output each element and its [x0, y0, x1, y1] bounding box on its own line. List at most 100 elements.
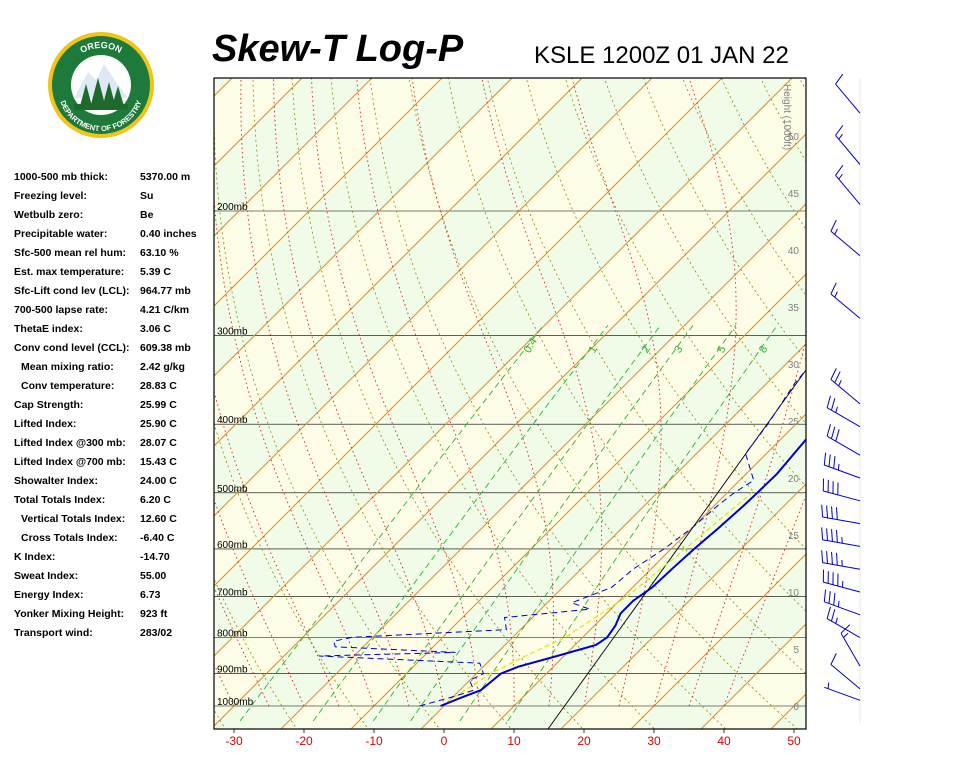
wind-barb-flag: [834, 371, 841, 383]
x-tick-label: 20: [577, 734, 591, 748]
wind-barb-shaft: [826, 618, 861, 639]
stat-value: -14.70: [140, 551, 170, 563]
isotherm-band: [821, 58, 960, 749]
stat-row: Energy Index: 6.73: [14, 586, 214, 605]
stat-value: 15.43 C: [140, 456, 177, 468]
wind-barb-shaft: [823, 581, 861, 593]
wind-barb-flag: [833, 592, 836, 606]
station-datetime: KSLE 1200Z 01 JAN 22: [534, 42, 789, 69]
stat-value: 609.38 mb: [140, 342, 191, 354]
stat-label: Conv cond level (CCL):: [14, 342, 130, 354]
dry-adiabat: [799, 78, 806, 91]
pressure-label: 700mb: [217, 587, 248, 598]
dry-adiabat: [447, 78, 806, 675]
stat-label: Energy Index:: [14, 589, 84, 601]
stat-label: Precipitable water:: [14, 228, 108, 240]
wind-barb-shaft: [822, 562, 861, 570]
wind-barb-half-flag: [835, 406, 838, 413]
dry-adiabat: [836, 73, 960, 739]
stat-value: 3.06 C: [140, 323, 171, 335]
wind-barb: [823, 452, 861, 479]
wind-barb-flag: [826, 528, 829, 541]
page-title: Skew-T Log-P: [212, 28, 464, 70]
stat-value: 2.42 g/kg: [140, 361, 185, 373]
stat-label: Conv temperature:: [21, 380, 115, 392]
stat-row: Showalter Index: 24.00 C: [14, 472, 214, 491]
stat-value: 63.10 %: [140, 247, 179, 259]
wind-barb-shaft: [830, 379, 861, 405]
wind-barb-half-flag: [834, 228, 838, 235]
stat-row: Lifted Index: 25.90 C: [14, 415, 214, 434]
isotherm-line: [214, 78, 583, 447]
isotherm-line: [560, 483, 806, 729]
wind-barb: [822, 569, 861, 593]
stat-label: Lifted Index @700 mb:: [14, 456, 126, 468]
dry-adiabat: [642, 78, 806, 361]
wind-barb: [821, 527, 861, 547]
wind-barb-flag: [830, 653, 837, 665]
pressure-label: 800mb: [217, 628, 248, 639]
stat-row: Freezing level: Su: [14, 187, 214, 206]
stat-value: 5.39 C: [140, 266, 171, 278]
wind-barb: [830, 219, 861, 257]
dry-adiabat: [875, 73, 960, 739]
dry-adiabat: [369, 78, 727, 729]
wind-barb-shaft: [826, 435, 861, 456]
wind-barb-shaft: [830, 293, 861, 319]
isotherm-line: [350, 273, 806, 729]
wind-barb-flag: [826, 395, 831, 408]
dry-adiabat: [564, 78, 806, 487]
mixing-ratio-label: 5: [715, 344, 728, 355]
wind-barb-flag: [823, 589, 827, 602]
wind-barb: [835, 164, 861, 205]
stat-label: ThetaE index:: [14, 323, 83, 335]
wind-barb-shaft: [823, 490, 861, 502]
stat-value: 12.60 C: [140, 513, 177, 525]
stat-value: 25.90 C: [140, 418, 177, 430]
stat-value: 5370.00 m: [140, 171, 191, 183]
stat-row: Sfc-500 mean rel hum: 63.10 %: [14, 244, 214, 263]
wind-barb-flag: [835, 164, 844, 176]
stat-label: Showalter Index:: [14, 475, 99, 487]
stat-value: Be: [140, 209, 154, 221]
wind-barb-shaft: [830, 664, 861, 690]
moist-adiabat: [356, 78, 515, 706]
dry-adiabat: [252, 78, 512, 729]
temperature-profile: [440, 437, 806, 707]
mixing-ratio-label: 1: [587, 344, 600, 355]
isotherm-line: [700, 623, 806, 729]
pressure-label: 200mb: [217, 202, 248, 213]
stat-label: Freezing level:: [14, 190, 87, 202]
logo-top-text: OREGON: [78, 40, 123, 55]
wind-barb: [835, 125, 861, 165]
mixing-ratio-label: 3: [672, 344, 685, 355]
isotherm-line: [630, 553, 806, 729]
stat-row: Lifted Index @700 mb: 15.43 C: [14, 453, 214, 472]
stat-label: Lifted Index @300 mb:: [14, 437, 126, 449]
wind-barb-shaft: [824, 686, 861, 701]
stat-row: 700-500 lapse rate: 4.21 C/km: [14, 301, 214, 320]
isotherm-line: [490, 413, 806, 729]
stat-label: Wetbulb zero:: [14, 209, 84, 221]
stat-value: 28.07 C: [140, 437, 177, 449]
stat-row: Cap Strength: 25.99 C: [14, 396, 214, 415]
stat-label: Total Totals Index:: [14, 494, 106, 506]
wind-barb-shaft: [830, 230, 861, 257]
stat-label: 1000-500 mb thick:: [14, 171, 108, 183]
wind-barb-flag: [831, 529, 833, 542]
wind-barb-half-flag: [843, 632, 849, 638]
isotherm-line: [214, 78, 793, 657]
wind-barb-half-flag: [827, 682, 830, 689]
height-tick-label: 35: [788, 303, 800, 314]
stat-value: Su: [140, 190, 154, 202]
height-tick-label: 25: [788, 417, 800, 428]
dry-adiabat: [603, 78, 806, 424]
x-tick-label: -20: [295, 734, 313, 748]
mixing-ratio-line: [312, 325, 609, 722]
wind-barb-flag: [831, 506, 833, 519]
wind-barb-flag: [826, 606, 831, 619]
stat-label: Mean mixing ratio:: [21, 361, 114, 373]
stat-row: K Index: -14.70: [14, 548, 214, 567]
height-tick-label: 20: [788, 474, 800, 485]
wind-barb: [823, 589, 861, 616]
